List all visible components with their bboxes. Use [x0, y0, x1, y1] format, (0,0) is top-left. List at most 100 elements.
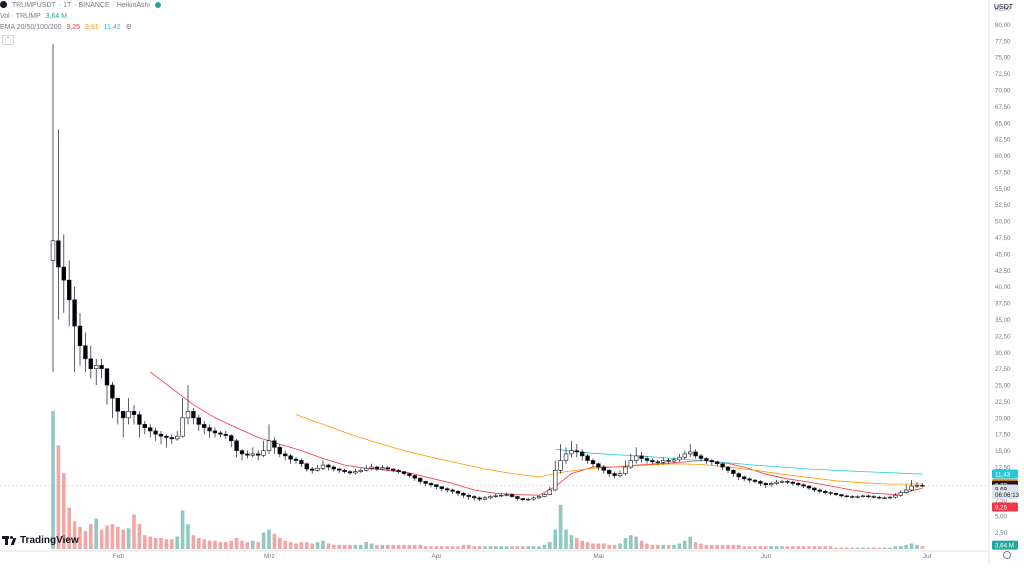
volume-bar	[726, 544, 730, 549]
candle-body	[909, 485, 914, 491]
candle	[525, 497, 531, 502]
candle	[698, 453, 704, 462]
volume-bar	[866, 547, 871, 549]
chart-settings-icon[interactable]	[1003, 551, 1011, 559]
price-tick-label: 70,00	[995, 87, 1011, 94]
symbol-name[interactable]: TRUMPUSDT	[11, 2, 56, 9]
candle-body	[536, 496, 542, 499]
volume-bar	[364, 542, 368, 549]
volume-bar	[191, 535, 196, 549]
candle	[153, 427, 158, 441]
time-axis[interactable]: Feb Mrz Apr Mai Jun Jul	[113, 553, 932, 560]
candle-body	[882, 497, 887, 499]
price-axis[interactable]: 82,50 80,00 77,50 75,00 72,50 70,00 67,50 65,00…	[0, 0, 1011, 564]
exchange: BINANCE	[78, 2, 110, 9]
candle-body	[569, 450, 574, 455]
candle	[417, 477, 423, 485]
candle	[763, 482, 769, 489]
candle	[61, 234, 67, 313]
candle-body	[115, 397, 121, 412]
candle-body	[515, 496, 520, 499]
candle	[871, 495, 877, 499]
candle-body	[795, 483, 801, 486]
candle-body	[477, 497, 482, 500]
candle-body	[714, 461, 720, 465]
candle	[758, 480, 763, 487]
price-badge-text: 9,25	[995, 504, 1008, 511]
candle-body	[396, 470, 401, 472]
candle-body	[67, 279, 72, 301]
currency-selector[interactable]: USDT	[994, 4, 1014, 11]
volume-bar	[521, 546, 525, 549]
candle	[67, 260, 72, 327]
volume-bar	[688, 536, 692, 549]
candle-body	[412, 475, 417, 479]
candle-body	[806, 485, 812, 489]
volume-bar	[143, 535, 147, 549]
candle-body	[207, 427, 212, 432]
volume-bar	[715, 544, 719, 549]
candle-body	[801, 484, 806, 487]
settings-icon[interactable]: ⚙	[125, 24, 132, 31]
candle-body	[612, 473, 617, 476]
symbol-legend[interactable]: TRUMPUSDT · 1T · BINANCE · HeikinAshi	[0, 1, 164, 11]
candle-body	[579, 451, 585, 457]
volume-bar	[483, 546, 487, 549]
candle-body	[277, 447, 282, 455]
volume-bar	[737, 544, 741, 549]
candle-body	[660, 460, 666, 463]
candle	[536, 495, 542, 500]
volume-bar	[175, 536, 179, 549]
candle	[94, 358, 99, 386]
volume-bar	[629, 535, 633, 549]
volume-bar	[402, 544, 406, 549]
volume-bar	[537, 546, 541, 549]
candle	[234, 438, 239, 458]
candle	[666, 458, 671, 464]
candle-body	[828, 492, 833, 494]
volume-bar	[348, 544, 352, 549]
candle	[56, 129, 61, 320]
candle-body	[617, 473, 623, 476]
candle	[369, 463, 374, 471]
candle-body	[131, 410, 137, 415]
candle-body	[628, 460, 634, 468]
volume-legend[interactable]: Vol · TRUMP 3,64 M	[0, 12, 70, 22]
candle-body	[542, 494, 547, 497]
volume-bar	[634, 536, 638, 549]
volume-bar	[380, 544, 385, 549]
candle-body	[336, 468, 342, 471]
candle-body	[736, 473, 742, 478]
interval[interactable]: 1T	[63, 2, 72, 9]
volume-bar	[488, 546, 493, 549]
volume-bar	[774, 546, 779, 549]
price-tick-label: 27,50	[995, 366, 1011, 373]
candle	[104, 368, 110, 405]
price-tick-label: 40,00	[995, 284, 1011, 291]
price-tick-label: 82,50	[995, 6, 1011, 13]
candle-body	[666, 460, 671, 462]
volume-bar	[51, 411, 55, 549]
candle-body	[552, 470, 558, 491]
candle	[552, 460, 558, 492]
volume-bar	[785, 546, 790, 549]
candle	[579, 449, 585, 461]
candle-body	[72, 299, 77, 327]
candle-body	[741, 476, 747, 480]
candle-body	[423, 481, 428, 484]
candle	[142, 421, 147, 435]
volume-bar	[148, 536, 152, 549]
collapse-legend-button[interactable]: ⌃	[2, 35, 14, 45]
volume-bar	[67, 507, 71, 549]
candle	[282, 450, 288, 461]
candle	[401, 470, 407, 476]
candle	[396, 468, 401, 474]
candle	[277, 444, 282, 458]
volume-bar	[396, 544, 401, 549]
price-tick-label: 57,50	[995, 169, 1011, 176]
candle	[812, 487, 817, 492]
ema-legend[interactable]: EMA 20/50/100/200 9,25 9,91 11,42 ⚙	[0, 23, 135, 33]
volume-bar	[240, 540, 244, 549]
